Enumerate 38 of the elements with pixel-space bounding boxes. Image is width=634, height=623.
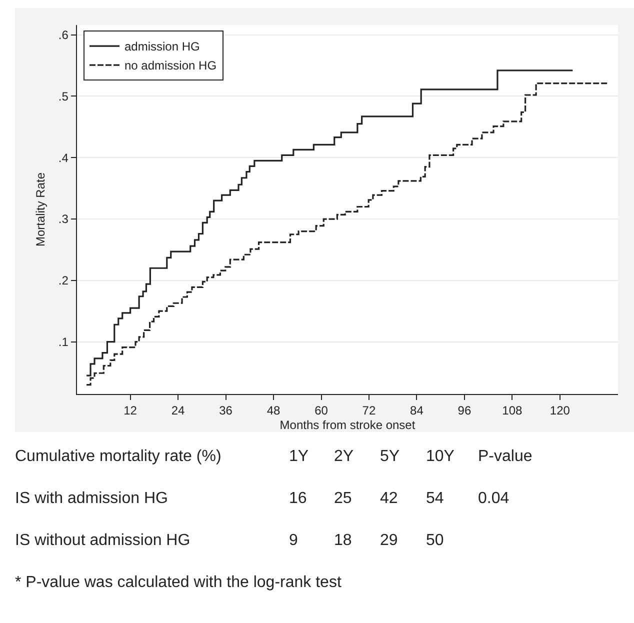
text: 50 [426, 532, 444, 550]
text: * P-value was calculated with the log-rank test [15, 574, 342, 592]
text: Cumulative mortality rate (%) [15, 448, 222, 466]
text: 1Y [289, 448, 309, 466]
text: IS without admission HG [15, 532, 190, 550]
text: 25 [334, 490, 352, 508]
y-tick-label: .2 [58, 274, 69, 288]
x-tick-label: 36 [219, 404, 233, 418]
text: 18 [334, 532, 352, 550]
x-tick-label: 12 [124, 404, 138, 418]
text: 0.04 [478, 490, 510, 508]
text: 42 [380, 490, 398, 508]
x-tick-label: 120 [550, 404, 570, 418]
text: 54 [426, 490, 444, 508]
x-tick-label: 108 [502, 404, 523, 418]
y-tick-label: .4 [58, 150, 69, 165]
y-tick-label: .6 [58, 28, 69, 42]
legend-label: admission HG [124, 40, 200, 54]
text: 16 [289, 490, 307, 508]
y-axis-title: Mortality Rate [34, 172, 48, 247]
x-tick-label: 84 [410, 404, 424, 418]
x-tick-label: 96 [458, 404, 472, 418]
text: 5Y [380, 448, 400, 466]
y-tick-label: .3 [58, 212, 69, 226]
text: IS with admission HG [15, 490, 168, 508]
x-tick-label: 48 [266, 404, 281, 418]
x-tick-label: 72 [362, 404, 376, 418]
y-tick-label: .5 [58, 89, 69, 104]
y-tick-label: .1 [58, 335, 69, 350]
x-tick-label: 60 [314, 404, 328, 418]
x-axis-title: Months from stroke onset [280, 418, 416, 432]
text: P-value [478, 448, 532, 466]
text: 10Y [426, 448, 454, 466]
x-tick-label: 24 [171, 404, 186, 418]
text: 9 [289, 532, 298, 550]
text: 29 [380, 532, 398, 550]
legend-label: no admission HG [124, 58, 217, 73]
text: 2Y [334, 448, 354, 466]
